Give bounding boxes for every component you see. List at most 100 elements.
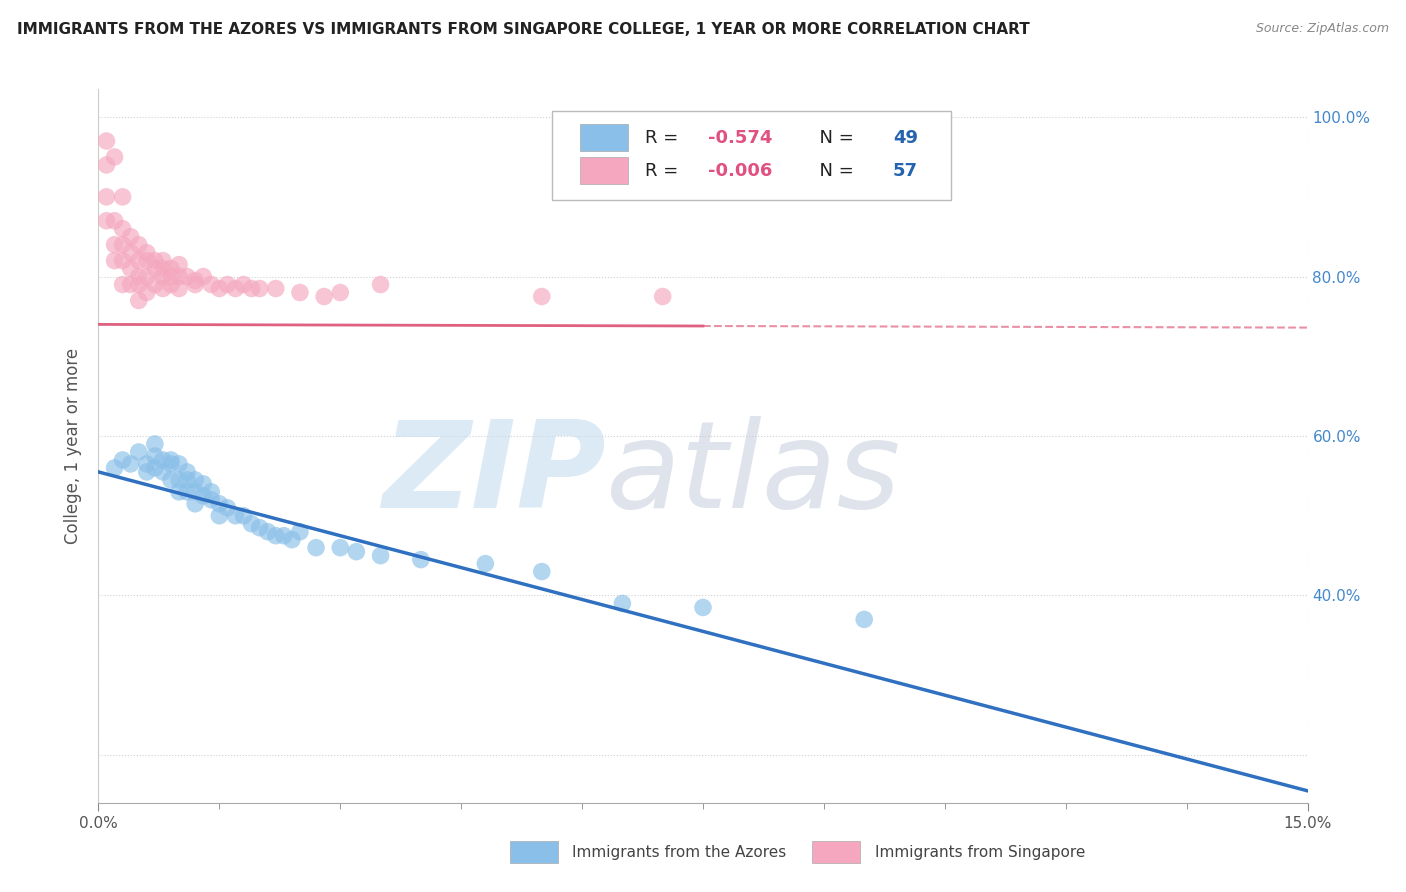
Point [249, 281, 271, 295]
Point [135, 245, 157, 260]
Point [128, 445, 150, 459]
Point [143, 277, 166, 292]
Point [240, 281, 263, 295]
Point [96, 158, 118, 172]
Point [176, 269, 198, 284]
Point [217, 500, 239, 515]
Point [103, 237, 125, 252]
Point [193, 489, 215, 503]
Point [143, 253, 166, 268]
Point [281, 533, 304, 547]
Point [152, 253, 174, 268]
Point [474, 557, 496, 571]
Point [329, 285, 352, 300]
Point [128, 237, 150, 252]
Point [135, 465, 157, 479]
Point [176, 473, 198, 487]
Point [96, 190, 118, 204]
Point [256, 524, 278, 539]
Point [200, 492, 222, 507]
Point [288, 285, 311, 300]
Bar [509, 840, 558, 863]
Point [200, 277, 222, 292]
Point [217, 277, 239, 292]
FancyBboxPatch shape [579, 157, 628, 184]
Point [135, 457, 157, 471]
Point [184, 484, 207, 499]
Text: IMMIGRANTS FROM THE AZORES VS IMMIGRANTS FROM SINGAPORE COLLEGE, 1 YEAR OR MORE : IMMIGRANTS FROM THE AZORES VS IMMIGRANTS… [17, 22, 1029, 37]
Text: 49: 49 [893, 128, 918, 146]
Point [273, 529, 295, 543]
Point [167, 473, 190, 487]
Point [176, 465, 198, 479]
Point [208, 497, 231, 511]
Point [111, 237, 134, 252]
Point [167, 281, 190, 295]
FancyBboxPatch shape [551, 111, 950, 200]
Point [135, 253, 157, 268]
Point [167, 484, 190, 499]
Point [409, 552, 432, 566]
Point [111, 221, 134, 235]
Point [249, 521, 271, 535]
Point [232, 508, 254, 523]
Point [160, 261, 183, 276]
Text: Immigrants from Singapore: Immigrants from Singapore [875, 845, 1085, 860]
Point [264, 529, 287, 543]
Point [370, 277, 392, 292]
Point [143, 437, 166, 451]
Point [167, 258, 190, 272]
Point [288, 524, 311, 539]
Point [224, 508, 246, 523]
Point [370, 549, 392, 563]
Point [200, 484, 222, 499]
Point [152, 465, 174, 479]
Point [184, 497, 207, 511]
Text: -0.574: -0.574 [707, 128, 772, 146]
Point [184, 274, 207, 288]
Text: R =: R = [645, 128, 683, 146]
Point [184, 473, 207, 487]
Point [103, 253, 125, 268]
Point [128, 269, 150, 284]
Point [176, 484, 198, 499]
Point [264, 281, 287, 295]
Point [167, 269, 190, 284]
Point [208, 508, 231, 523]
Text: R =: R = [645, 161, 683, 179]
Point [103, 213, 125, 227]
Point [111, 277, 134, 292]
Point [120, 261, 142, 276]
Point [111, 190, 134, 204]
Point [160, 269, 183, 284]
Point [120, 277, 142, 292]
Point [128, 293, 150, 308]
Point [530, 289, 553, 303]
Text: N =: N = [808, 161, 859, 179]
Point [143, 461, 166, 475]
Point [152, 269, 174, 284]
Point [160, 277, 183, 292]
Point [120, 457, 142, 471]
Y-axis label: College, 1 year or more: College, 1 year or more [65, 348, 83, 544]
Point [152, 281, 174, 295]
Bar [811, 840, 860, 863]
Point [135, 269, 157, 284]
Point [208, 281, 231, 295]
Point [167, 457, 190, 471]
Point [232, 277, 254, 292]
Point [193, 476, 215, 491]
Point [344, 544, 367, 558]
Point [120, 245, 142, 260]
Text: Source: ZipAtlas.com: Source: ZipAtlas.com [1256, 22, 1389, 36]
Point [135, 285, 157, 300]
Point [853, 612, 876, 626]
Text: Immigrants from the Azores: Immigrants from the Azores [572, 845, 787, 860]
FancyBboxPatch shape [579, 124, 628, 152]
Text: -0.006: -0.006 [707, 161, 772, 179]
Point [314, 289, 336, 303]
Point [128, 277, 150, 292]
Point [184, 277, 207, 292]
Point [160, 453, 183, 467]
Point [530, 565, 553, 579]
